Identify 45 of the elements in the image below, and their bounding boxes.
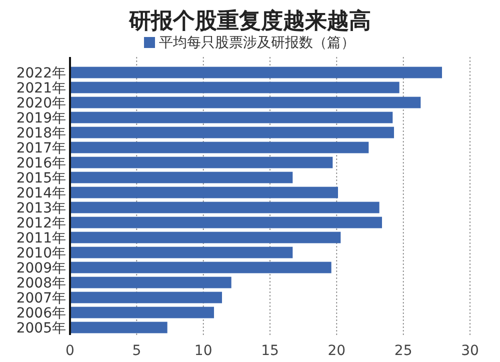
- bar: [70, 82, 400, 94]
- bar: [70, 232, 341, 244]
- y-tick-label: 2010年: [16, 246, 66, 262]
- y-tick-label: 2017年: [16, 140, 66, 156]
- bar: [70, 112, 393, 124]
- y-tick-label: 2008年: [16, 276, 66, 292]
- y-tick-label: 2011年: [16, 230, 66, 246]
- y-tick-label: 2021年: [16, 80, 66, 96]
- y-tick-label: 2019年: [16, 110, 66, 126]
- y-tick-label: 2022年: [16, 66, 66, 82]
- y-tick-label: 2009年: [16, 260, 66, 276]
- bar: [70, 292, 222, 304]
- bar: [70, 202, 380, 214]
- y-tick-label: 2018年: [16, 126, 66, 142]
- x-tick-label: 0: [66, 343, 74, 359]
- bar: [70, 66, 442, 78]
- bar: [70, 306, 214, 318]
- bar: [70, 172, 293, 184]
- y-tick-label: 2012年: [16, 216, 66, 232]
- bar: [70, 156, 333, 168]
- y-tick-label: 2014年: [16, 186, 66, 202]
- y-tick-label: 2006年: [16, 306, 66, 322]
- y-tick-label: 2020年: [16, 96, 66, 112]
- bar: [70, 96, 421, 108]
- bar: [70, 126, 394, 138]
- x-tick-label: 15: [261, 343, 279, 359]
- bar: [70, 262, 332, 274]
- bar: [70, 142, 369, 154]
- legend-label: 平均每只股票涉及研报数（篇）: [159, 35, 355, 51]
- y-tick-label: 2005年: [16, 320, 66, 336]
- y-tick-label: 2013年: [16, 200, 66, 216]
- x-tick-label: 20: [328, 343, 346, 359]
- x-tick-label: 5: [132, 343, 142, 359]
- bar: [70, 186, 338, 198]
- bar: [70, 322, 168, 334]
- y-tick-label: 2015年: [16, 170, 66, 186]
- chart-title: 研报个股重复度越来越高: [128, 8, 371, 34]
- x-tick-label: 30: [461, 343, 479, 359]
- x-tick-label: 10: [194, 343, 212, 359]
- bar: [70, 216, 382, 228]
- bar: [70, 276, 232, 288]
- bar: [70, 246, 293, 258]
- x-tick-label: 25: [394, 343, 412, 359]
- y-tick-label: 2016年: [16, 156, 66, 172]
- y-tick-label: 2007年: [16, 290, 66, 306]
